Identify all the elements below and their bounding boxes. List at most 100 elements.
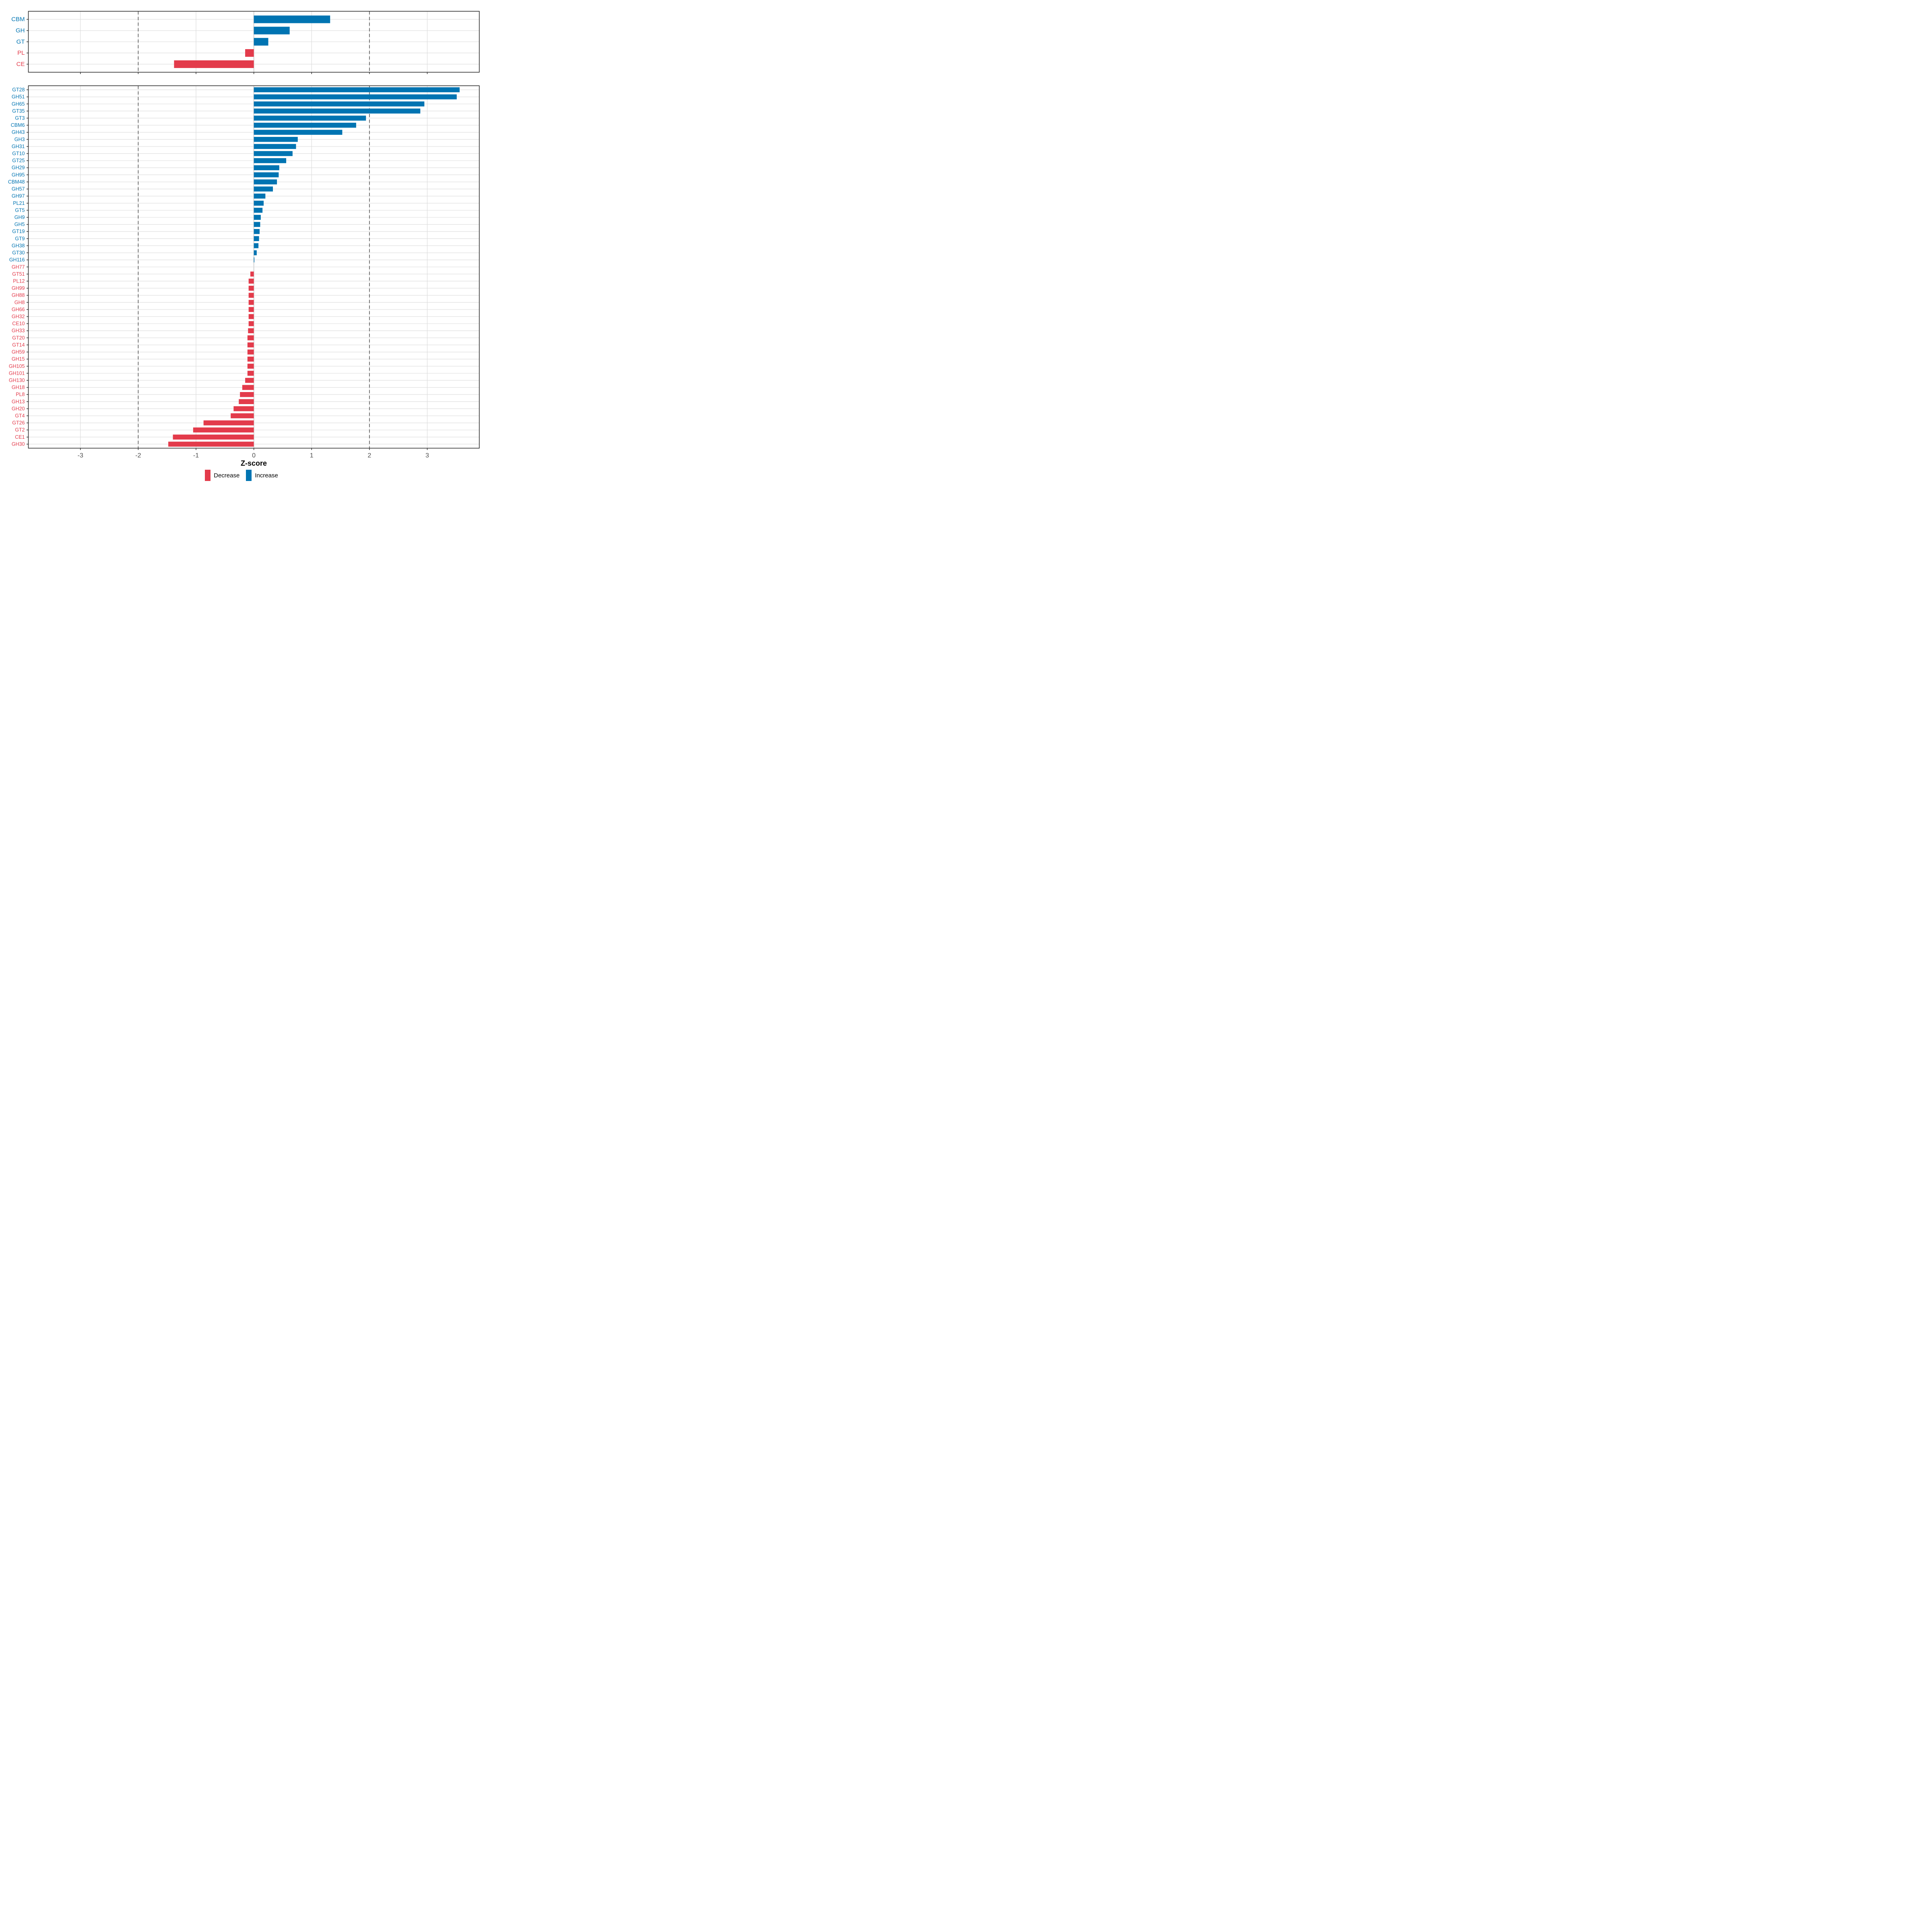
y-label-GH20: GH20 — [12, 406, 25, 411]
bar-GT26 — [203, 420, 254, 425]
bar-GH13 — [239, 399, 254, 405]
bar-GH57 — [254, 186, 273, 192]
bar-CE — [174, 60, 254, 68]
x-tick-label-3: 3 — [425, 452, 429, 459]
y-label-PL: PL — [17, 50, 25, 56]
bar-CBM48 — [254, 179, 277, 185]
bar-GT30 — [254, 250, 257, 256]
y-label-GH99: GH99 — [12, 285, 25, 291]
bar-GT5 — [254, 208, 263, 213]
bar-GT4 — [231, 413, 254, 419]
y-label-GH9: GH9 — [14, 215, 25, 220]
y-label-GH51: GH51 — [12, 94, 25, 100]
y-label-PL12: PL12 — [13, 278, 25, 284]
y-label-GT9: GT9 — [15, 236, 25, 242]
x-tick-label-1: 1 — [310, 452, 314, 459]
bar-GH38 — [254, 243, 259, 248]
y-label-GH18: GH18 — [12, 385, 25, 390]
y-label-PL8: PL8 — [16, 392, 25, 397]
legend-item-increase: Increase — [246, 470, 278, 481]
bar-GH97 — [254, 193, 266, 199]
y-label-GH77: GH77 — [12, 264, 25, 270]
bar-GH18 — [242, 385, 254, 390]
bar-GH3 — [254, 137, 298, 142]
y-label-GT3: GT3 — [15, 115, 25, 121]
y-label-GH3: GH3 — [14, 136, 25, 142]
y-label-GT30: GT30 — [12, 250, 25, 256]
bar-GH33 — [248, 328, 254, 333]
bar-PL8 — [240, 392, 254, 397]
x-tick-labels: -3 -2 -1 0 1 2 3 — [78, 452, 429, 459]
bar-GH101 — [247, 371, 254, 376]
y-label-GT19: GT19 — [12, 229, 25, 234]
y-label-GT10: GT10 — [12, 151, 25, 157]
y-label-GH66: GH66 — [12, 307, 25, 312]
y-label-CE10: CE10 — [12, 321, 25, 326]
bar-GH31 — [254, 144, 296, 149]
bar-PL21 — [254, 200, 264, 206]
y-label-PL21: PL21 — [13, 200, 25, 206]
y-label-GH5: GH5 — [14, 222, 25, 227]
bar-GT2 — [193, 427, 254, 433]
y-label-GT14: GT14 — [12, 342, 25, 348]
bar-CBM6 — [254, 122, 356, 128]
bar-GH66 — [248, 307, 254, 312]
legend-swatch-decrease — [205, 470, 211, 481]
y-label-GT20: GT20 — [12, 335, 25, 341]
bar-GT3 — [254, 116, 366, 121]
bar-CE10 — [248, 321, 254, 326]
y-label-GH65: GH65 — [12, 101, 25, 107]
bar-GT — [254, 38, 268, 46]
y-label-GH43: GH43 — [12, 130, 25, 135]
y-label-CBM48: CBM48 — [8, 179, 25, 185]
dashed-guide-lines — [138, 11, 370, 72]
bar-GH95 — [254, 172, 279, 178]
y-label-GH8: GH8 — [14, 299, 25, 305]
y-axis: CBM GH GT PL CE — [11, 16, 29, 68]
bar-GH65 — [254, 101, 425, 107]
bar-GT25 — [254, 158, 287, 163]
y-label-GH88: GH88 — [12, 293, 25, 298]
y-label-GT: GT — [17, 38, 25, 45]
y-label-GH105: GH105 — [9, 363, 25, 369]
y-label-GH101: GH101 — [9, 370, 25, 376]
barchart-svg: CBMGHGTPLCEGT28GH51GH65GT35GT3CBM6GH43GH… — [8, 11, 480, 459]
y-label-CE: CE — [17, 61, 25, 68]
legend: Decrease Increase — [0, 470, 483, 481]
y-label-GH32: GH32 — [12, 314, 25, 320]
bar-GT10 — [254, 151, 293, 156]
y-label-GH31: GH31 — [12, 144, 25, 149]
bar-GT14 — [247, 342, 254, 348]
bars — [174, 15, 330, 68]
bar-GH32 — [248, 314, 254, 319]
bar-GT28 — [254, 87, 460, 93]
y-label-GH: GH — [16, 27, 25, 34]
bar-GH15 — [247, 356, 254, 362]
y-label-GH97: GH97 — [12, 193, 25, 199]
y-label-GT35: GT35 — [12, 108, 25, 114]
y-label-CBM6: CBM6 — [11, 122, 25, 128]
dashed-guide-lines — [138, 86, 370, 448]
legend-label-increase: Increase — [255, 472, 278, 479]
x-tick-marks — [80, 72, 428, 74]
bars — [168, 87, 460, 447]
bar-GH99 — [248, 285, 254, 291]
x-tick-label--2: -2 — [135, 452, 141, 459]
y-label-GT4: GT4 — [15, 413, 25, 419]
figure: CBM GH GT PL CE GT28 GH51 GH65 GT35 GT3 CBM6 GH43 GH… — [0, 0, 483, 483]
legend-swatch-increase — [246, 470, 252, 481]
y-label-GH130: GH130 — [9, 378, 25, 383]
y-label-GH59: GH59 — [12, 349, 25, 355]
y-label-GT28: GT28 — [12, 87, 25, 93]
cazyme-family-panel: GT28GH51GH65GT35GT3CBM6GH43GH3GH31GT10GT… — [8, 85, 480, 459]
legend-label-decrease: Decrease — [214, 472, 240, 479]
bar-CBM — [254, 15, 330, 23]
bar-GH51 — [254, 94, 457, 99]
bar-PL12 — [248, 279, 254, 284]
bar-GH43 — [254, 130, 343, 135]
y-label-CBM: CBM — [11, 16, 25, 23]
legend-item-decrease: Decrease — [205, 470, 239, 481]
x-tick-label--1: -1 — [193, 452, 199, 459]
x-tick-label-2: 2 — [367, 452, 371, 459]
